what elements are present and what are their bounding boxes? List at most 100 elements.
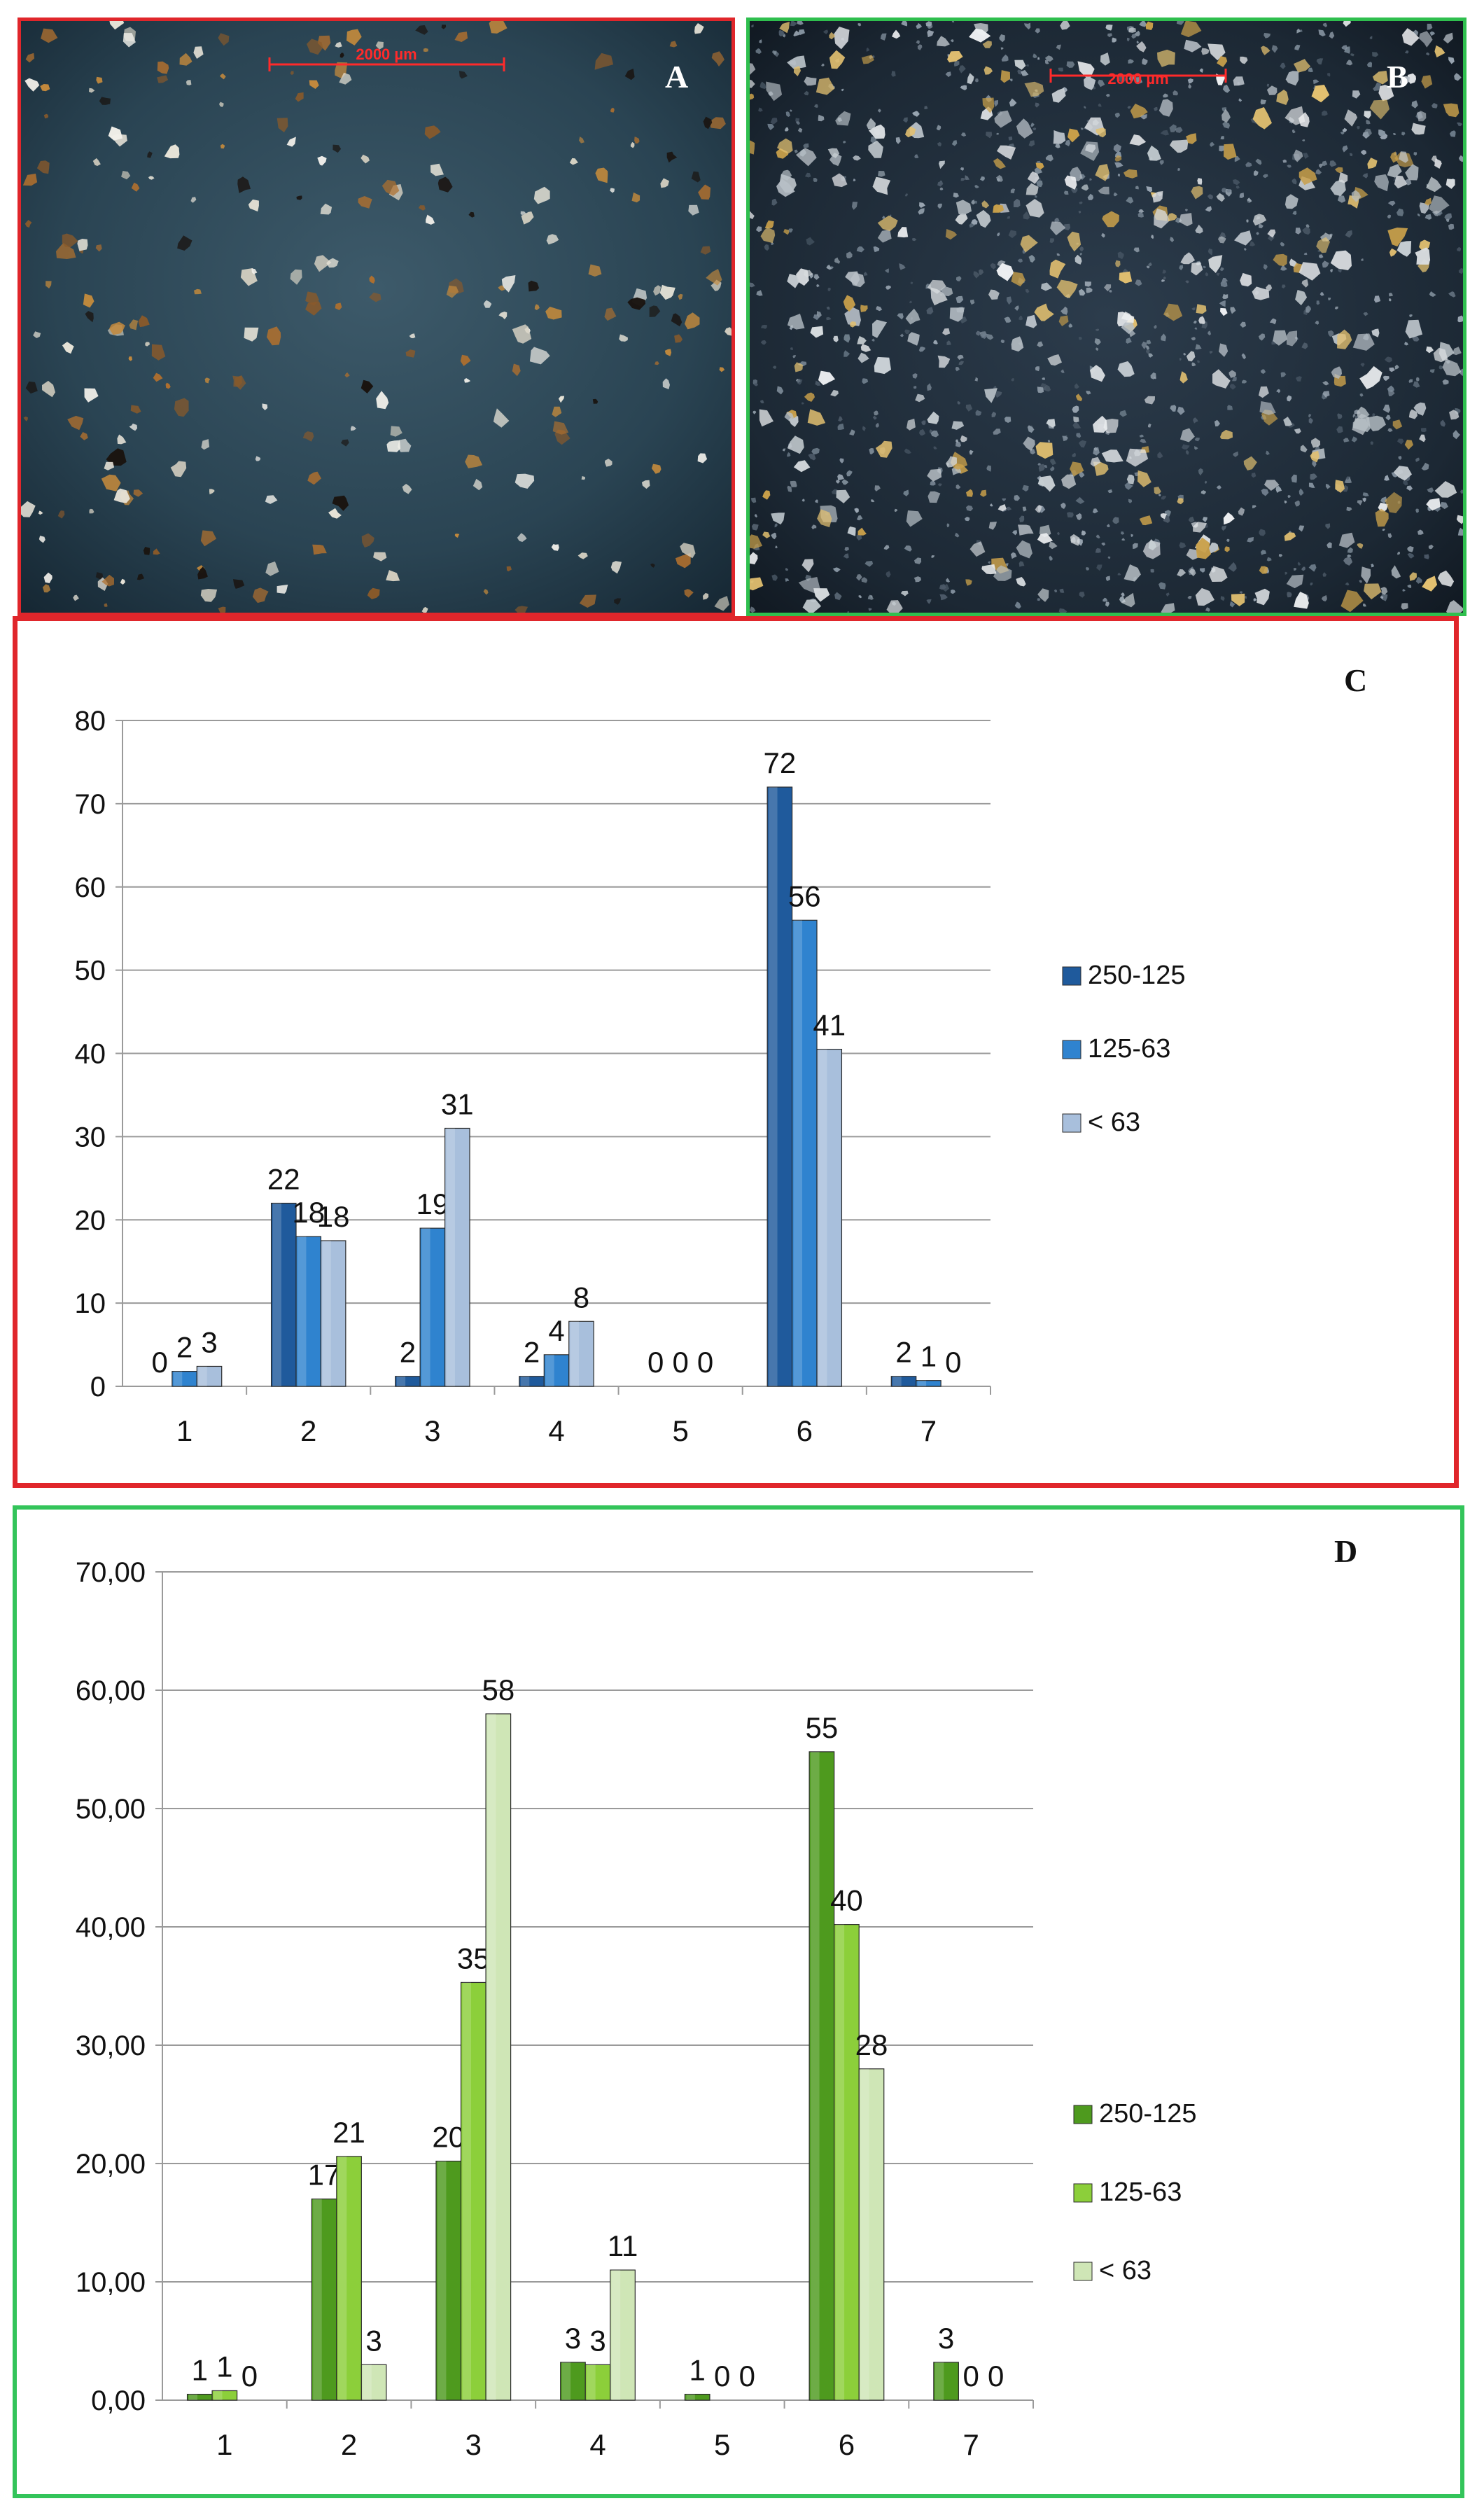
mineral-grain: [826, 316, 832, 321]
data-label: 56: [788, 879, 821, 912]
mineral-grain: [1459, 368, 1463, 376]
legend-swatch: [1073, 2262, 1093, 2281]
mineral-grain: [1000, 340, 1004, 343]
mineral-grain: [1296, 28, 1301, 34]
mineral-grain: [1315, 169, 1322, 175]
mineral-grain: [1437, 570, 1455, 587]
mineral-grain: [1161, 279, 1165, 282]
mineral-grain: [1421, 75, 1433, 89]
mineral-grain: [664, 349, 672, 356]
mineral-grain: [955, 439, 958, 443]
mineral-grain: [1146, 265, 1150, 269]
mineral-grain: [1351, 190, 1362, 202]
mineral-grain: [1195, 587, 1214, 606]
mineral-grain: [1219, 343, 1228, 357]
mineral-grain: [1448, 57, 1455, 64]
mineral-grain: [1442, 379, 1449, 385]
mineral-grain: [774, 523, 778, 528]
mineral-grain: [1139, 21, 1147, 27]
mineral-grain: [1352, 414, 1356, 418]
mineral-grain: [925, 21, 932, 27]
x-tick-label: 5: [672, 1414, 688, 1447]
mineral-grain: [514, 606, 528, 613]
mineral-grain: [755, 48, 762, 55]
mineral-grain: [1037, 588, 1049, 602]
mineral-grain: [1005, 506, 1012, 511]
mineral-grain: [1011, 377, 1014, 382]
mineral-grain: [779, 22, 790, 34]
mineral-grain: [1082, 530, 1086, 536]
mineral-grain: [67, 415, 84, 431]
mineral-grain: [1037, 341, 1044, 347]
mineral-grain: [1319, 254, 1324, 258]
mineral-grain: [265, 495, 278, 504]
mineral-grain: [290, 269, 302, 285]
mineral-grain: [340, 53, 344, 58]
mineral-grain: [754, 514, 757, 518]
mineral-grain: [951, 590, 956, 594]
mineral-grain: [905, 126, 916, 138]
mineral-grain: [1126, 474, 1135, 485]
mineral-grain: [1276, 389, 1281, 393]
mineral-grain: [1075, 513, 1082, 520]
mineral-grain: [409, 333, 416, 339]
mineral-grain: [813, 178, 818, 182]
mineral-grain: [1240, 56, 1248, 64]
mineral-grain: [386, 440, 401, 452]
mineral-grain: [1148, 539, 1157, 550]
mineral-grain: [165, 382, 171, 389]
mineral-grain: [286, 137, 296, 147]
mineral-grain: [678, 293, 683, 300]
mineral-grain: [1200, 490, 1206, 495]
mineral-grain: [1151, 235, 1154, 239]
bar-63-cat6: [816, 1048, 843, 1387]
mineral-grain: [750, 93, 755, 100]
mineral-grain: [545, 307, 562, 320]
mineral-grain: [905, 308, 920, 325]
mineral-grain: [1392, 419, 1403, 430]
mineral-grain: [1009, 78, 1013, 82]
mineral-grain: [762, 490, 771, 500]
mineral-grain: [837, 423, 844, 430]
mineral-grain: [771, 198, 778, 206]
mineral-grain: [1020, 235, 1038, 253]
mineral-grain: [1352, 413, 1371, 433]
mineral-grain: [346, 29, 362, 46]
mineral-grain: [1098, 186, 1110, 195]
mineral-grain: [1349, 153, 1353, 157]
mineral-grain: [719, 367, 725, 372]
mineral-grain: [1357, 126, 1360, 130]
mineral-grain: [1022, 485, 1029, 492]
mineral-grain: [512, 324, 532, 344]
mineral-grain: [808, 453, 816, 461]
mineral-grain: [1074, 383, 1079, 389]
mineral-grain: [957, 354, 964, 360]
mineral-grain: [1448, 223, 1455, 230]
mineral-grain: [802, 559, 814, 573]
mineral-grain: [1230, 384, 1236, 390]
bar-highlight: [337, 2156, 347, 2400]
panel-letter-a: A: [665, 59, 688, 95]
mineral-grain: [1222, 109, 1231, 123]
mineral-grain: [750, 606, 756, 613]
mineral-grain: [841, 479, 849, 485]
mineral-grain: [872, 319, 888, 338]
mineral-grain: [218, 33, 230, 46]
data-label: 1: [192, 2354, 208, 2387]
mineral-grain: [983, 66, 993, 75]
y-tick-label: 60,00: [76, 1675, 146, 1706]
mineral-grain: [1185, 280, 1189, 284]
mineral-grain: [1196, 304, 1207, 314]
data-label: 55: [806, 1711, 839, 1744]
mineral-grain: [1458, 268, 1463, 274]
data-label: 18: [292, 1196, 325, 1229]
mineral-grain: [834, 27, 850, 50]
mineral-grain: [990, 263, 996, 270]
mineral-grain: [1284, 194, 1298, 209]
mineral-grain: [1194, 327, 1198, 330]
mineral-grain: [917, 44, 923, 50]
mineral-grain: [759, 39, 762, 43]
mineral-grain: [113, 488, 130, 503]
mineral-grain: [862, 426, 866, 432]
mineral-grain: [709, 117, 726, 130]
